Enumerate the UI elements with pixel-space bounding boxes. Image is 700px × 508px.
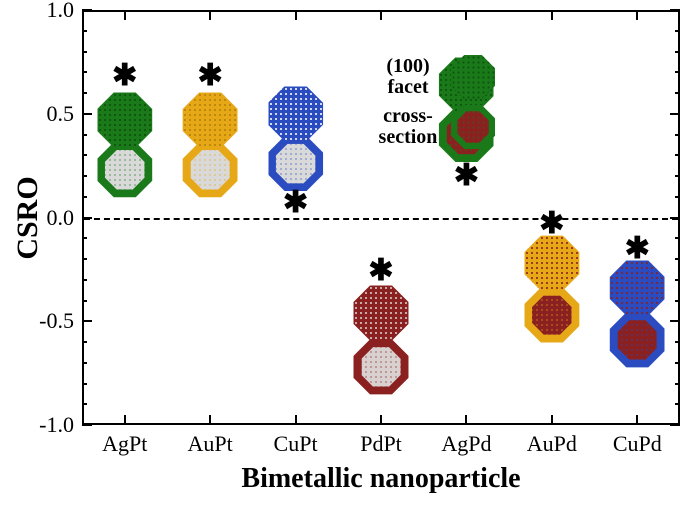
xtick-major [295,415,297,425]
xtick-major [124,415,126,425]
xtick-label: AuPt [188,431,233,457]
ytick-minor [675,134,680,136]
facet-octagon-pdpt [354,285,409,340]
ytick-minor [82,237,87,239]
ytick-major [82,9,92,11]
cross-section-octagon-cupd [610,312,665,367]
xtick-major [209,10,211,20]
ytick-major [82,113,92,115]
ytick-minor [675,71,680,73]
ytick-major [82,424,92,426]
xtick-label: AgPt [102,431,147,457]
ytick-minor [675,341,680,343]
ytick-minor [82,300,87,302]
ytick-minor [82,92,87,94]
ytick-minor [675,383,680,385]
ytick-minor [82,196,87,198]
ytick-minor [82,362,87,364]
ytick-minor [82,341,87,343]
xtick-major [551,10,553,20]
facet-octagon-cupt [268,86,323,141]
cross-section-octagon-agpt [97,142,152,197]
xtick-label: AuPd [527,431,577,457]
cross-section-octagon-cupt [268,136,323,191]
ytick-minor [82,30,87,32]
csro-chart: CSRO Bimetallic nanoparticle -1.0-0.50.0… [0,0,700,508]
cross-section-octagon-aupt [183,142,238,197]
xtick-major [465,415,467,425]
cross-section-octagon-pdpt [354,339,409,394]
ytick-minor [82,134,87,136]
xtick-major [636,10,638,20]
xtick-label: PdPt [360,431,402,457]
ytick-label: -0.5 [14,308,74,334]
ytick-minor [82,258,87,260]
ytick-label: 0.0 [14,205,74,231]
xtick-label: CuPt [274,431,318,457]
ytick-minor [675,51,680,53]
ytick-major [670,424,680,426]
ytick-major [670,113,680,115]
ytick-minor [82,175,87,177]
ytick-minor [82,403,87,405]
ytick-minor [675,362,680,364]
zero-line [84,218,678,220]
ytick-minor [675,279,680,281]
cross-section-octagon-legend [451,105,495,149]
ytick-label: -1.0 [14,412,74,438]
ytick-minor [675,403,680,405]
xtick-label: CuPd [613,431,662,457]
ytick-minor [675,92,680,94]
ytick-major [670,9,680,11]
xtick-major [636,415,638,425]
facet-octagon-aupd [524,236,579,291]
legend-facet-label: (100) facet [386,56,429,98]
ytick-minor [675,30,680,32]
ytick-minor [675,258,680,260]
ytick-minor [82,71,87,73]
ytick-major [670,320,680,322]
xtick-label: AgPd [441,431,491,457]
ytick-label: 1.0 [14,0,74,23]
ytick-minor [675,196,680,198]
ytick-minor [82,154,87,156]
xtick-major [295,10,297,20]
ytick-minor [675,300,680,302]
cross-section-octagon-aupd [524,288,579,343]
facet-octagon-agpt [97,92,152,147]
facet-octagon-cupd [610,261,665,316]
xtick-major [124,10,126,20]
ytick-minor [675,154,680,156]
facet-octagon-aupt [183,92,238,147]
xtick-major [465,10,467,20]
ytick-minor [82,51,87,53]
xtick-major [209,415,211,425]
ytick-minor [82,279,87,281]
ytick-minor [675,175,680,177]
xtick-major [380,415,382,425]
ytick-minor [675,237,680,239]
legend-cross-section-label: cross- section [379,106,438,148]
facet-octagon-legend [451,55,495,99]
x-axis-label: Bimetallic nanoparticle [241,463,520,495]
ytick-minor [82,383,87,385]
xtick-major [551,415,553,425]
ytick-label: 0.5 [14,101,74,127]
xtick-major [380,10,382,20]
ytick-major [82,320,92,322]
